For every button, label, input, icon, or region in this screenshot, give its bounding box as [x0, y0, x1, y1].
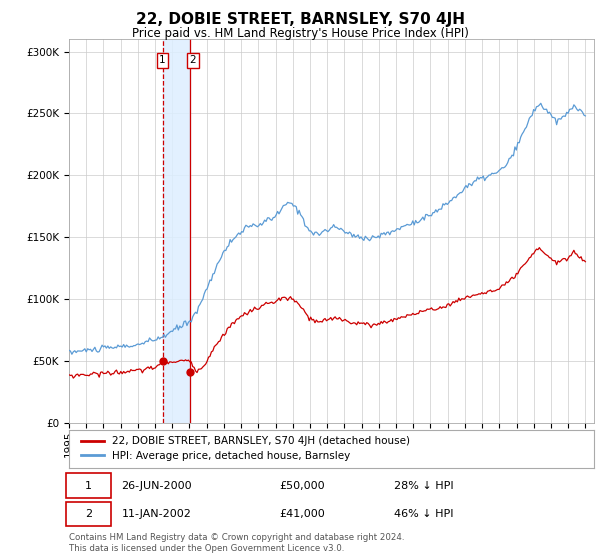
- Text: £50,000: £50,000: [279, 480, 325, 491]
- Text: 46% ↓ HPI: 46% ↓ HPI: [395, 509, 454, 519]
- Text: £41,000: £41,000: [279, 509, 325, 519]
- FancyBboxPatch shape: [67, 502, 111, 526]
- Text: 2: 2: [85, 509, 92, 519]
- Text: 26-JUN-2000: 26-JUN-2000: [121, 480, 192, 491]
- Text: Contains HM Land Registry data © Crown copyright and database right 2024.
This d: Contains HM Land Registry data © Crown c…: [69, 533, 404, 553]
- Text: 11-JAN-2002: 11-JAN-2002: [121, 509, 191, 519]
- Text: 1: 1: [85, 480, 92, 491]
- Text: 1: 1: [159, 55, 166, 65]
- Text: 2: 2: [189, 55, 196, 65]
- Legend: 22, DOBIE STREET, BARNSLEY, S70 4JH (detached house), HPI: Average price, detach: 22, DOBIE STREET, BARNSLEY, S70 4JH (det…: [77, 432, 415, 465]
- Text: 22, DOBIE STREET, BARNSLEY, S70 4JH: 22, DOBIE STREET, BARNSLEY, S70 4JH: [136, 12, 464, 27]
- Bar: [163, 39, 190, 423]
- Text: 28% ↓ HPI: 28% ↓ HPI: [395, 480, 454, 491]
- Text: Price paid vs. HM Land Registry's House Price Index (HPI): Price paid vs. HM Land Registry's House …: [131, 27, 469, 40]
- FancyBboxPatch shape: [67, 473, 111, 498]
